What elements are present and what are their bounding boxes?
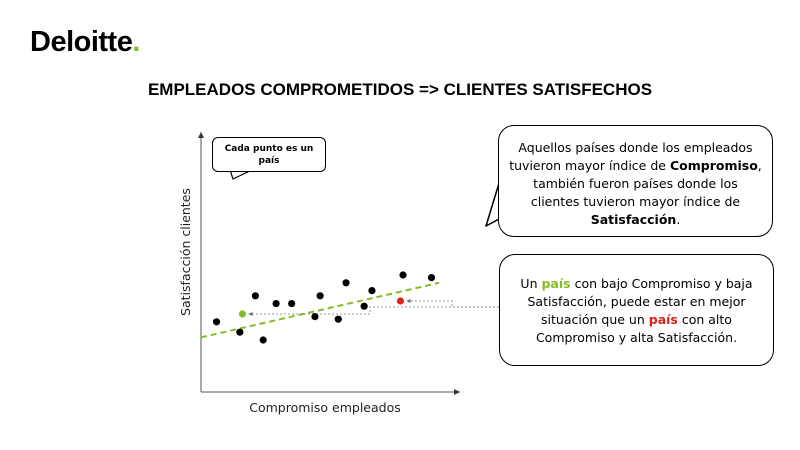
logo-text: Deloitte — [30, 26, 133, 58]
scatter-point — [236, 328, 244, 336]
scatter-point — [288, 300, 296, 308]
callout-top-text-2: , también fueron países donde los client… — [530, 158, 762, 209]
y-axis-label: Satisfacción clientes — [178, 188, 193, 316]
scatter-point — [427, 274, 436, 282]
scatter-point — [212, 318, 221, 326]
scatter-point-green — [238, 310, 247, 318]
scatter-point — [272, 300, 280, 308]
callout-top: Aquellos países donde los empleados tuvi… — [498, 125, 773, 237]
connector-to-red-point — [406, 299, 499, 308]
scatter-point — [399, 271, 407, 279]
x-axis-label: Compromiso empleados — [249, 400, 401, 415]
scatter-point — [368, 287, 376, 295]
scatter-point-red — [396, 297, 405, 305]
scatter-point — [251, 292, 259, 300]
callout-bottom-text-1: Un — [520, 276, 538, 291]
comparison-connectors — [248, 299, 499, 316]
callout-bottom-text-2: con bajo Compromiso y baja Satisfacción,… — [527, 276, 753, 327]
chart-axes — [198, 132, 460, 395]
callout-bottom-pais-green: país — [541, 276, 571, 291]
trend-line — [200, 281, 440, 339]
callout-bottom-text-3: con alto Compromiso y alta Satisfacción. — [535, 312, 738, 345]
connector-to-green-point — [248, 306, 499, 316]
scatter-point — [360, 302, 368, 310]
scatter-point — [342, 279, 350, 287]
slide-title: EMPLEADOS COMPROMETIDOS => CLIENTES SATI… — [147, 80, 653, 99]
scatter-point — [311, 313, 319, 321]
note-bubble: Cada punto es un país — [212, 137, 326, 172]
callout-top-bold-compromiso: Compromiso — [669, 158, 758, 173]
deloitte-logo: Deloitte. — [30, 26, 140, 59]
note-tail — [229, 169, 253, 180]
callout-bottom-pais-red: país — [648, 312, 678, 327]
callout-top-end: . — [676, 212, 681, 227]
scatter-point — [334, 315, 342, 323]
callout-top-text-1: Aquellos países donde los empleados tuvi… — [509, 140, 753, 173]
scatter-point — [316, 292, 324, 300]
callout-bottom: Un país con bajo Compromiso y baja Satis… — [499, 254, 774, 366]
scatter-point — [259, 336, 267, 344]
note-text: Cada punto es un país — [224, 144, 314, 166]
callout-top-bold-satisfaccion: Satisfacción — [590, 212, 677, 227]
logo-dot: . — [132, 26, 140, 58]
